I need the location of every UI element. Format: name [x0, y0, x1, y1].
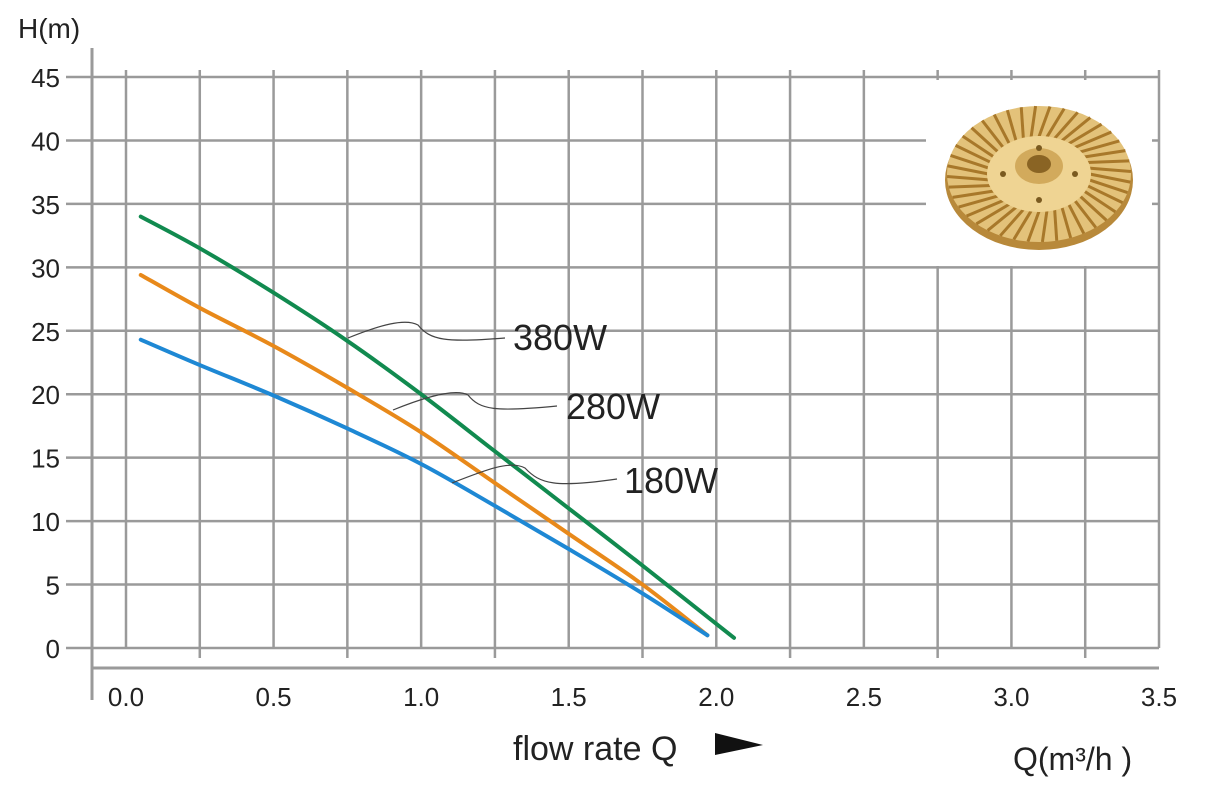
x-tick-label: 0.0 [108, 682, 144, 712]
x-tick-label: 2.0 [698, 682, 734, 712]
impeller-vane [1078, 194, 1108, 222]
series-label-180w: 180W [624, 460, 718, 501]
flow-rate-label: flow rate Q [513, 730, 677, 768]
x-tick-labels: 0.0 0.5 1.0 1.5 2.0 2.5 3.0 3.5 [108, 682, 1177, 712]
leader-line-280w [392, 391, 558, 411]
impeller-vane [986, 206, 1017, 232]
impeller-hole [1036, 197, 1042, 203]
impeller-vane [952, 189, 995, 199]
impeller-vane [1026, 210, 1041, 243]
impeller-vane [1045, 107, 1066, 138]
impeller-image [926, 80, 1152, 266]
y-tick-label: 30 [31, 253, 60, 283]
impeller-vane [1073, 199, 1097, 229]
impeller-vane [966, 199, 1004, 218]
series-line-180w [138, 337, 710, 638]
y-tick-label: 20 [31, 380, 60, 410]
series-lines [138, 214, 736, 640]
impeller-vane [1086, 184, 1124, 204]
impeller-vane [1060, 206, 1073, 239]
impeller-hole [1036, 145, 1042, 151]
impeller-vane [958, 194, 999, 209]
series-leader-lines [347, 321, 618, 485]
y-tick-label: 0 [46, 634, 60, 664]
impeller-vane [1037, 105, 1052, 138]
x-tick-label: 1.0 [403, 682, 439, 712]
series-label-280w: 280W [566, 386, 660, 427]
impeller-vane [1088, 166, 1132, 173]
impeller-vane [1012, 210, 1033, 241]
x-tick-label: 2.5 [846, 682, 882, 712]
y-tick-labels: 0 5 10 15 20 25 30 35 40 45 [31, 63, 60, 664]
impeller-vane [961, 134, 995, 159]
series-labels: 380W 280W 180W [513, 317, 718, 501]
y-tick-label: 10 [31, 507, 60, 537]
impeller-vane [1053, 209, 1059, 241]
series-line-280w [138, 272, 710, 638]
impeller-vane [948, 184, 991, 189]
series-label-380w: 380W [513, 317, 607, 358]
y-tick-label: 45 [31, 63, 60, 93]
y-tick-label: 35 [31, 190, 60, 220]
impeller-vane [947, 164, 989, 176]
x-tick-label: 1.5 [551, 682, 587, 712]
impeller-vane [1005, 109, 1018, 142]
flow-arrow-icon [715, 733, 763, 755]
impeller-vane [1089, 172, 1131, 184]
y-axis-title: H(m) [18, 13, 80, 44]
impeller-vane [1019, 107, 1025, 139]
leader-line-380w [347, 321, 506, 341]
y-tick-label: 15 [31, 444, 60, 474]
impeller-vane [1061, 116, 1092, 142]
impeller-vane [954, 144, 992, 164]
impeller-vane [970, 126, 1000, 154]
impeller-hole [1000, 171, 1006, 177]
impeller-hole [1072, 171, 1078, 177]
series-line-380w [138, 214, 736, 640]
impeller-vane [999, 208, 1025, 237]
axes [90, 48, 1159, 700]
x-axis-title: Q(m³/h ) [1013, 741, 1132, 777]
impeller-vane [1083, 149, 1126, 159]
impeller-vane [1079, 139, 1120, 154]
impeller-vane [1088, 178, 1128, 195]
impeller-vane [946, 175, 990, 182]
impeller-vane [1074, 130, 1112, 149]
y-tick-label: 25 [31, 317, 60, 347]
x-tick-label: 3.5 [1141, 682, 1177, 712]
impeller-vane [1087, 159, 1130, 164]
impeller-vane [1040, 210, 1049, 243]
impeller-vane [981, 119, 1005, 149]
y-tick-label: 5 [46, 571, 60, 601]
x-tick-label: 0.5 [255, 682, 291, 712]
impeller-vane [1083, 189, 1117, 214]
impeller-bore [1027, 155, 1051, 173]
impeller-vane [1067, 203, 1086, 235]
impeller-vane [1067, 122, 1103, 146]
impeller-vane [992, 113, 1011, 145]
y-tick-label: 40 [31, 126, 60, 156]
x-tick-label: 3.0 [993, 682, 1029, 712]
impeller-vane [950, 153, 990, 170]
impeller-vane [1029, 105, 1038, 138]
impeller-vane [975, 202, 1011, 226]
impeller-vane [1053, 111, 1079, 140]
leader-line-180w [451, 464, 618, 485]
